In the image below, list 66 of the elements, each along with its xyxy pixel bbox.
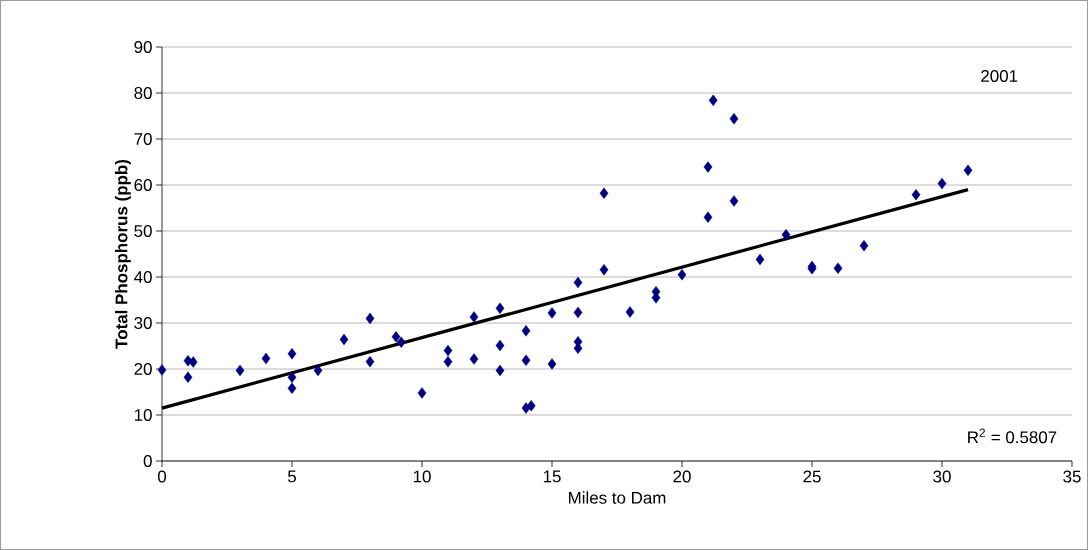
point bbox=[963, 164, 973, 176]
point bbox=[703, 161, 713, 173]
point bbox=[261, 352, 271, 365]
point bbox=[157, 364, 167, 376]
y-tick-label: 30 bbox=[134, 317, 152, 329]
x-tick-label: 5 bbox=[287, 470, 296, 483]
point bbox=[547, 307, 557, 319]
point bbox=[703, 211, 713, 223]
y-tick-label: 70 bbox=[134, 133, 152, 145]
point bbox=[729, 113, 739, 125]
point bbox=[573, 306, 583, 319]
annotation: R$^{2}$ = 0.5807 bbox=[968, 428, 1057, 444]
point bbox=[339, 333, 349, 346]
x-tick-label: 35 bbox=[1063, 470, 1081, 483]
point bbox=[443, 355, 453, 368]
point bbox=[833, 262, 843, 274]
point bbox=[396, 336, 406, 349]
x-tick-label: 30 bbox=[933, 470, 951, 483]
y-tick-label: 20 bbox=[134, 363, 152, 375]
point bbox=[391, 331, 401, 343]
point bbox=[859, 240, 869, 252]
point bbox=[313, 364, 323, 377]
y-tick-label: 0 bbox=[143, 455, 152, 467]
annotation: 2001 bbox=[981, 69, 1018, 82]
point bbox=[521, 354, 531, 366]
point bbox=[495, 302, 505, 314]
point bbox=[287, 382, 297, 395]
point bbox=[417, 387, 427, 399]
point bbox=[599, 187, 609, 199]
point bbox=[287, 348, 297, 360]
x-tick-label: 25 bbox=[803, 470, 821, 483]
point bbox=[469, 311, 479, 323]
point bbox=[781, 228, 791, 241]
point bbox=[235, 364, 245, 377]
point bbox=[547, 358, 557, 370]
point bbox=[495, 364, 505, 377]
y-tick-label: 50 bbox=[134, 225, 152, 237]
point bbox=[443, 344, 453, 357]
y-tick-label: 10 bbox=[134, 409, 152, 421]
x-axis-title: Miles to Dam bbox=[568, 491, 666, 504]
y-tick-label: 60 bbox=[134, 179, 152, 191]
y-tick-label: 80 bbox=[134, 87, 152, 99]
point bbox=[729, 195, 739, 207]
x-tick-label: 20 bbox=[673, 470, 691, 483]
point bbox=[495, 339, 505, 352]
point bbox=[599, 263, 609, 276]
x-tick-label: 0 bbox=[157, 470, 167, 483]
x-tick-label: 15 bbox=[543, 470, 561, 483]
point bbox=[573, 276, 583, 289]
point bbox=[526, 400, 536, 412]
point bbox=[708, 94, 718, 107]
y-tick-label: 40 bbox=[134, 271, 152, 283]
x-tick-label: 10 bbox=[413, 470, 431, 483]
point bbox=[677, 269, 687, 281]
point bbox=[365, 312, 375, 325]
point bbox=[287, 371, 297, 383]
point bbox=[937, 177, 947, 190]
point bbox=[183, 371, 193, 383]
y-axis-title: Total Phosphorus (ppb) bbox=[115, 159, 131, 349]
point bbox=[755, 253, 765, 266]
point bbox=[521, 325, 531, 337]
point bbox=[469, 353, 479, 365]
point bbox=[365, 355, 375, 368]
point bbox=[911, 188, 921, 201]
point bbox=[625, 306, 635, 318]
y-tick-label: 90 bbox=[134, 41, 152, 53]
